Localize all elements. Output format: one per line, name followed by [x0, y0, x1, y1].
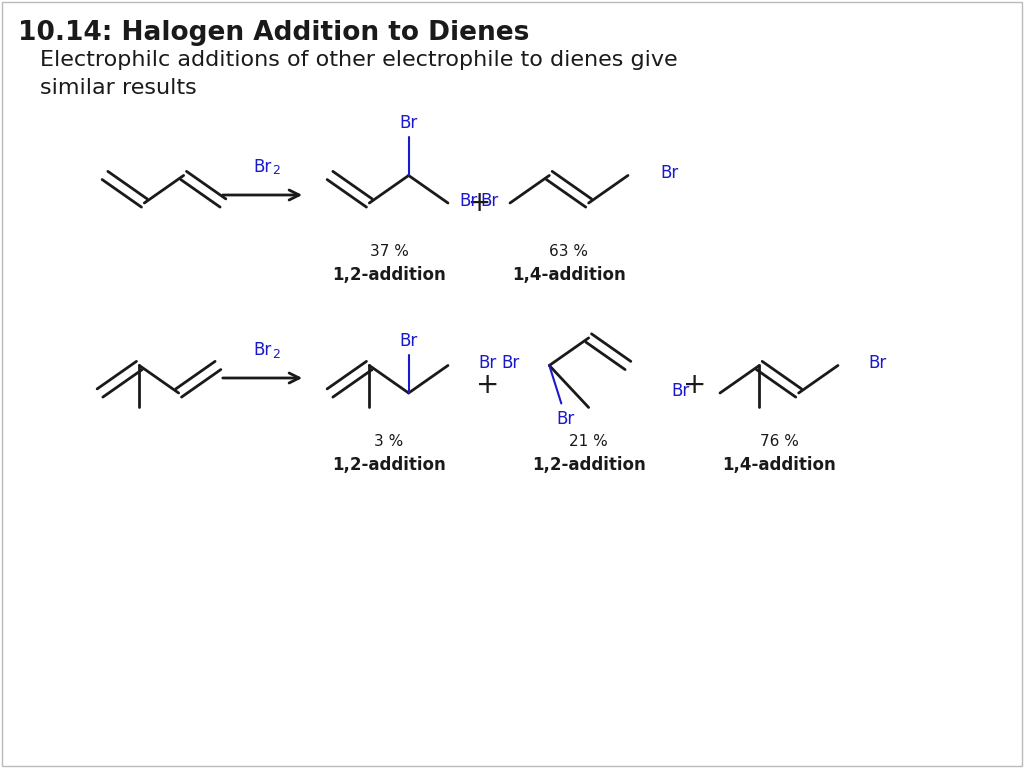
Text: Br: Br [501, 355, 519, 372]
Text: Br: Br [399, 332, 418, 350]
Text: Br: Br [399, 114, 418, 132]
Text: 37 %: 37 % [370, 243, 409, 259]
Text: 76 %: 76 % [760, 433, 799, 449]
Text: Br: Br [460, 192, 478, 210]
Text: 1,4-addition: 1,4-addition [722, 456, 836, 474]
Text: 1,2-addition: 1,2-addition [531, 456, 645, 474]
Text: 2: 2 [272, 164, 281, 177]
Text: +: + [468, 189, 492, 217]
Text: Br: Br [253, 158, 271, 176]
Text: 63 %: 63 % [550, 243, 589, 259]
Text: 2: 2 [272, 347, 281, 360]
Text: 10.14: Halogen Addition to Dienes: 10.14: Halogen Addition to Dienes [18, 20, 529, 46]
Text: Br: Br [556, 410, 574, 429]
Text: 21 %: 21 % [569, 433, 608, 449]
Text: Br: Br [478, 355, 497, 372]
Text: 1,2-addition: 1,2-addition [332, 266, 445, 284]
Text: 1,4-addition: 1,4-addition [512, 266, 626, 284]
Text: +: + [476, 371, 500, 399]
Text: Electrophilc additions of other electrophile to dienes give
similar results: Electrophilc additions of other electrop… [40, 50, 678, 98]
Text: Br: Br [480, 192, 499, 210]
Text: 3 %: 3 % [375, 433, 403, 449]
Text: Br: Br [659, 164, 678, 183]
Text: Br: Br [672, 382, 690, 400]
Text: 1,2-addition: 1,2-addition [332, 456, 445, 474]
Text: Br: Br [253, 341, 271, 359]
Text: +: + [683, 371, 707, 399]
Text: Br: Br [868, 355, 886, 372]
